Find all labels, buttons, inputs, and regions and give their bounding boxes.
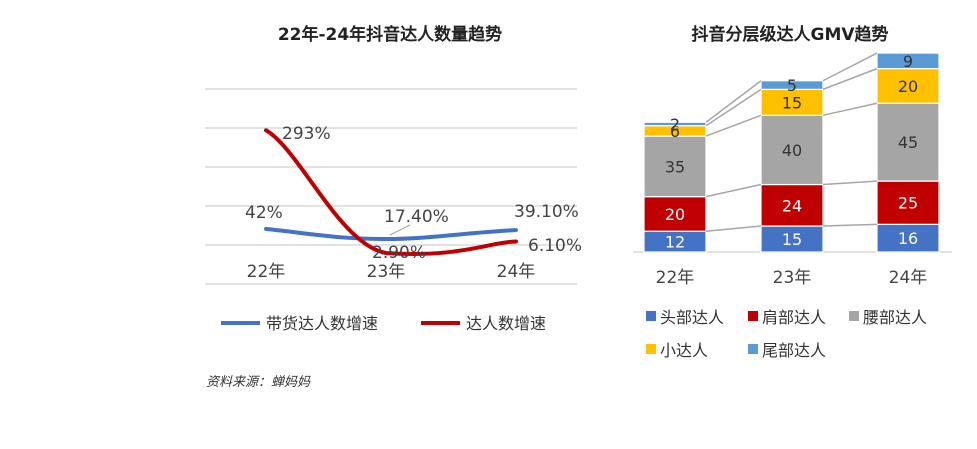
bar-value-label: 45: [898, 133, 918, 152]
legend-swatch: [646, 311, 656, 321]
bar-segment: [876, 223, 940, 253]
bar-value-label: 5: [787, 76, 797, 95]
bar-segment: [643, 196, 707, 232]
series-connector: [822, 223, 878, 227]
data-label: 39.10%: [514, 202, 579, 222]
x-tick-label: 22年: [656, 268, 695, 288]
bar-value-label: 15: [782, 93, 802, 112]
bar-value-label: 15: [782, 230, 802, 249]
legend-swatch: [646, 344, 656, 354]
legend-swatch: [748, 344, 758, 354]
data-label: 17.40%: [384, 207, 449, 227]
leader-line: [389, 224, 411, 236]
x-tick-label: 22年: [247, 262, 286, 282]
data-label: 42%: [245, 203, 283, 223]
legend-label: 头部达人: [660, 308, 724, 327]
series-connector: [705, 114, 762, 137]
series-line-达人数增速: [264, 128, 518, 256]
left-chart-title: 22年-24年抖音达人数量趋势: [277, 25, 503, 45]
series-connector: [705, 183, 762, 198]
legend-swatch: [849, 311, 859, 321]
legend-label: 达人数增速: [466, 314, 546, 333]
x-tick-label: 24年: [497, 262, 536, 282]
bar-value-label: 2: [670, 115, 680, 134]
series-connector: [822, 180, 878, 186]
series-connector: [822, 102, 878, 117]
bar-value-label: 9: [903, 52, 913, 71]
bar-value-label: 12: [665, 233, 685, 252]
bar-segment: [876, 102, 940, 182]
data-label: 293%: [282, 124, 331, 144]
bar-segment: [876, 180, 940, 225]
series-connector: [822, 67, 878, 91]
legend-swatch: [748, 311, 758, 321]
bar-value-label: 16: [898, 229, 918, 248]
x-tick-label: 23年: [773, 268, 812, 288]
bar-value-label: 6: [670, 122, 680, 141]
bar-segment: [760, 80, 824, 90]
data-label: 6.10%: [528, 236, 582, 256]
data-label: 2.90%: [372, 243, 426, 263]
bar-segment: [876, 52, 940, 70]
bar-segment: [760, 88, 824, 116]
bar-segment: [643, 121, 707, 127]
x-tick-label: 23年: [367, 262, 406, 282]
series-connector: [705, 88, 762, 127]
legend-label: 带货达人数增速: [266, 314, 378, 333]
series-connector: [822, 52, 878, 82]
bar-value-label: 35: [665, 157, 685, 176]
source-note: 资料来源：蝉妈妈: [206, 375, 311, 390]
bar-segment: [643, 135, 707, 198]
bar-value-label: 40: [782, 141, 802, 160]
legend-label: 腰部达人: [863, 308, 927, 327]
legend-label: 肩部达人: [762, 308, 826, 327]
series-line-带货达人数增速: [264, 226, 518, 242]
bar-value-label: 20: [898, 77, 918, 96]
bar-value-label: 20: [665, 205, 685, 224]
bar-value-label: 25: [898, 194, 918, 213]
series-connector: [705, 225, 762, 232]
right-chart-title: 抖音分层级达人GMV趋势: [691, 25, 889, 45]
bar-segment: [760, 114, 824, 186]
series-connector: [705, 80, 762, 123]
bar-value-label: 24: [782, 196, 802, 215]
legend-label: 尾部达人: [762, 341, 826, 360]
x-tick-label: 24年: [889, 268, 928, 288]
bar-segment: [876, 68, 940, 104]
legend-label: 小达人: [660, 341, 708, 360]
